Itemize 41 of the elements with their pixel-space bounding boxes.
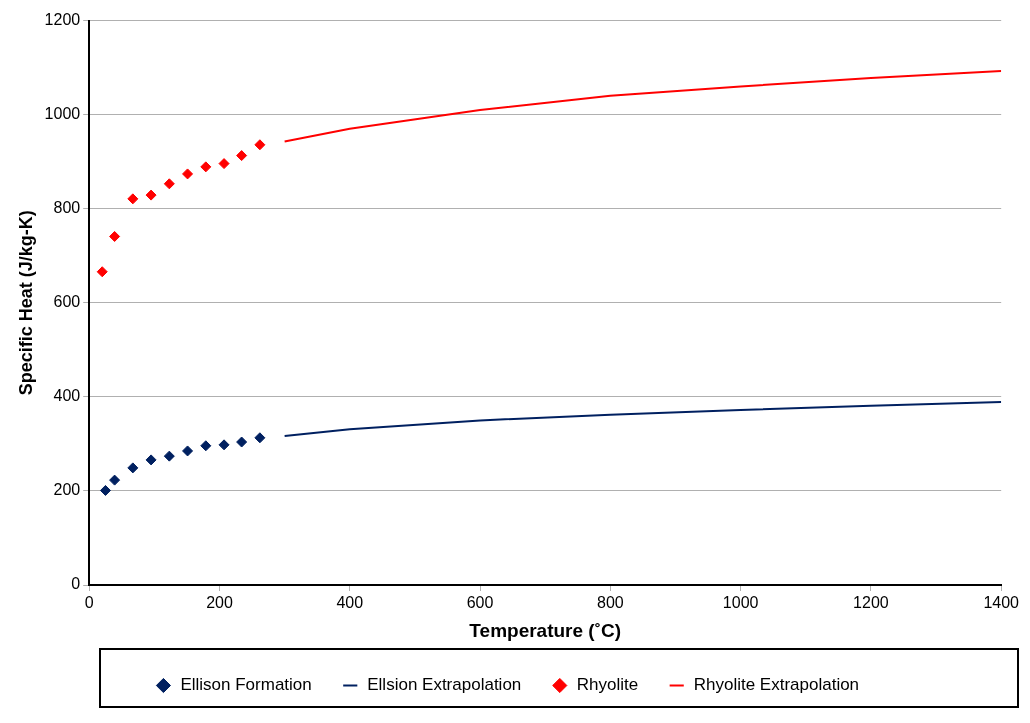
- x-tick-label: 1200: [853, 594, 889, 612]
- y-tick-label: 0: [71, 575, 81, 593]
- point: [254, 432, 266, 444]
- point: [218, 439, 230, 451]
- point: [127, 193, 139, 205]
- point: [200, 161, 212, 173]
- y-tick-label: 1200: [44, 11, 81, 29]
- point: [99, 484, 111, 496]
- x-tick-label: 200: [206, 594, 233, 612]
- point: [236, 436, 248, 448]
- point: [109, 230, 121, 242]
- x-tick-label: 0: [84, 594, 94, 612]
- x-tick-label: 400: [336, 594, 364, 612]
- y-axis-title: Specific Heat (J/kg-K): [15, 210, 36, 396]
- y-tick-label: 200: [53, 481, 81, 499]
- x-axis-title: Temperature (˚C): [469, 619, 622, 641]
- point: [182, 445, 194, 457]
- point: [218, 158, 230, 170]
- point: [145, 189, 157, 201]
- x-tick-label: 600: [466, 594, 494, 612]
- x-tick-label: 800: [596, 594, 624, 612]
- point: [254, 139, 266, 151]
- legend-label: Ellison Formation: [180, 675, 312, 695]
- legend-label: Rhyolite Extrapolation: [693, 675, 860, 695]
- legend-label: Ellsion Extrapolation: [367, 675, 522, 695]
- point: [200, 440, 212, 452]
- point: [163, 450, 175, 462]
- x-tick-label: 1400: [983, 594, 1020, 612]
- point: [145, 454, 157, 466]
- y-tick-label: 400: [53, 387, 81, 405]
- point: [96, 266, 108, 278]
- y-tick-label: 1000: [44, 105, 81, 123]
- point: [127, 462, 139, 474]
- point: [109, 474, 121, 486]
- legend-label: Rhyolite: [576, 675, 639, 695]
- x-tick-label: 1000: [722, 594, 759, 612]
- point: [236, 150, 248, 162]
- point: [182, 168, 194, 180]
- y-tick-label: 800: [53, 199, 81, 217]
- point: [163, 178, 175, 190]
- y-tick-label: 600: [53, 293, 81, 311]
